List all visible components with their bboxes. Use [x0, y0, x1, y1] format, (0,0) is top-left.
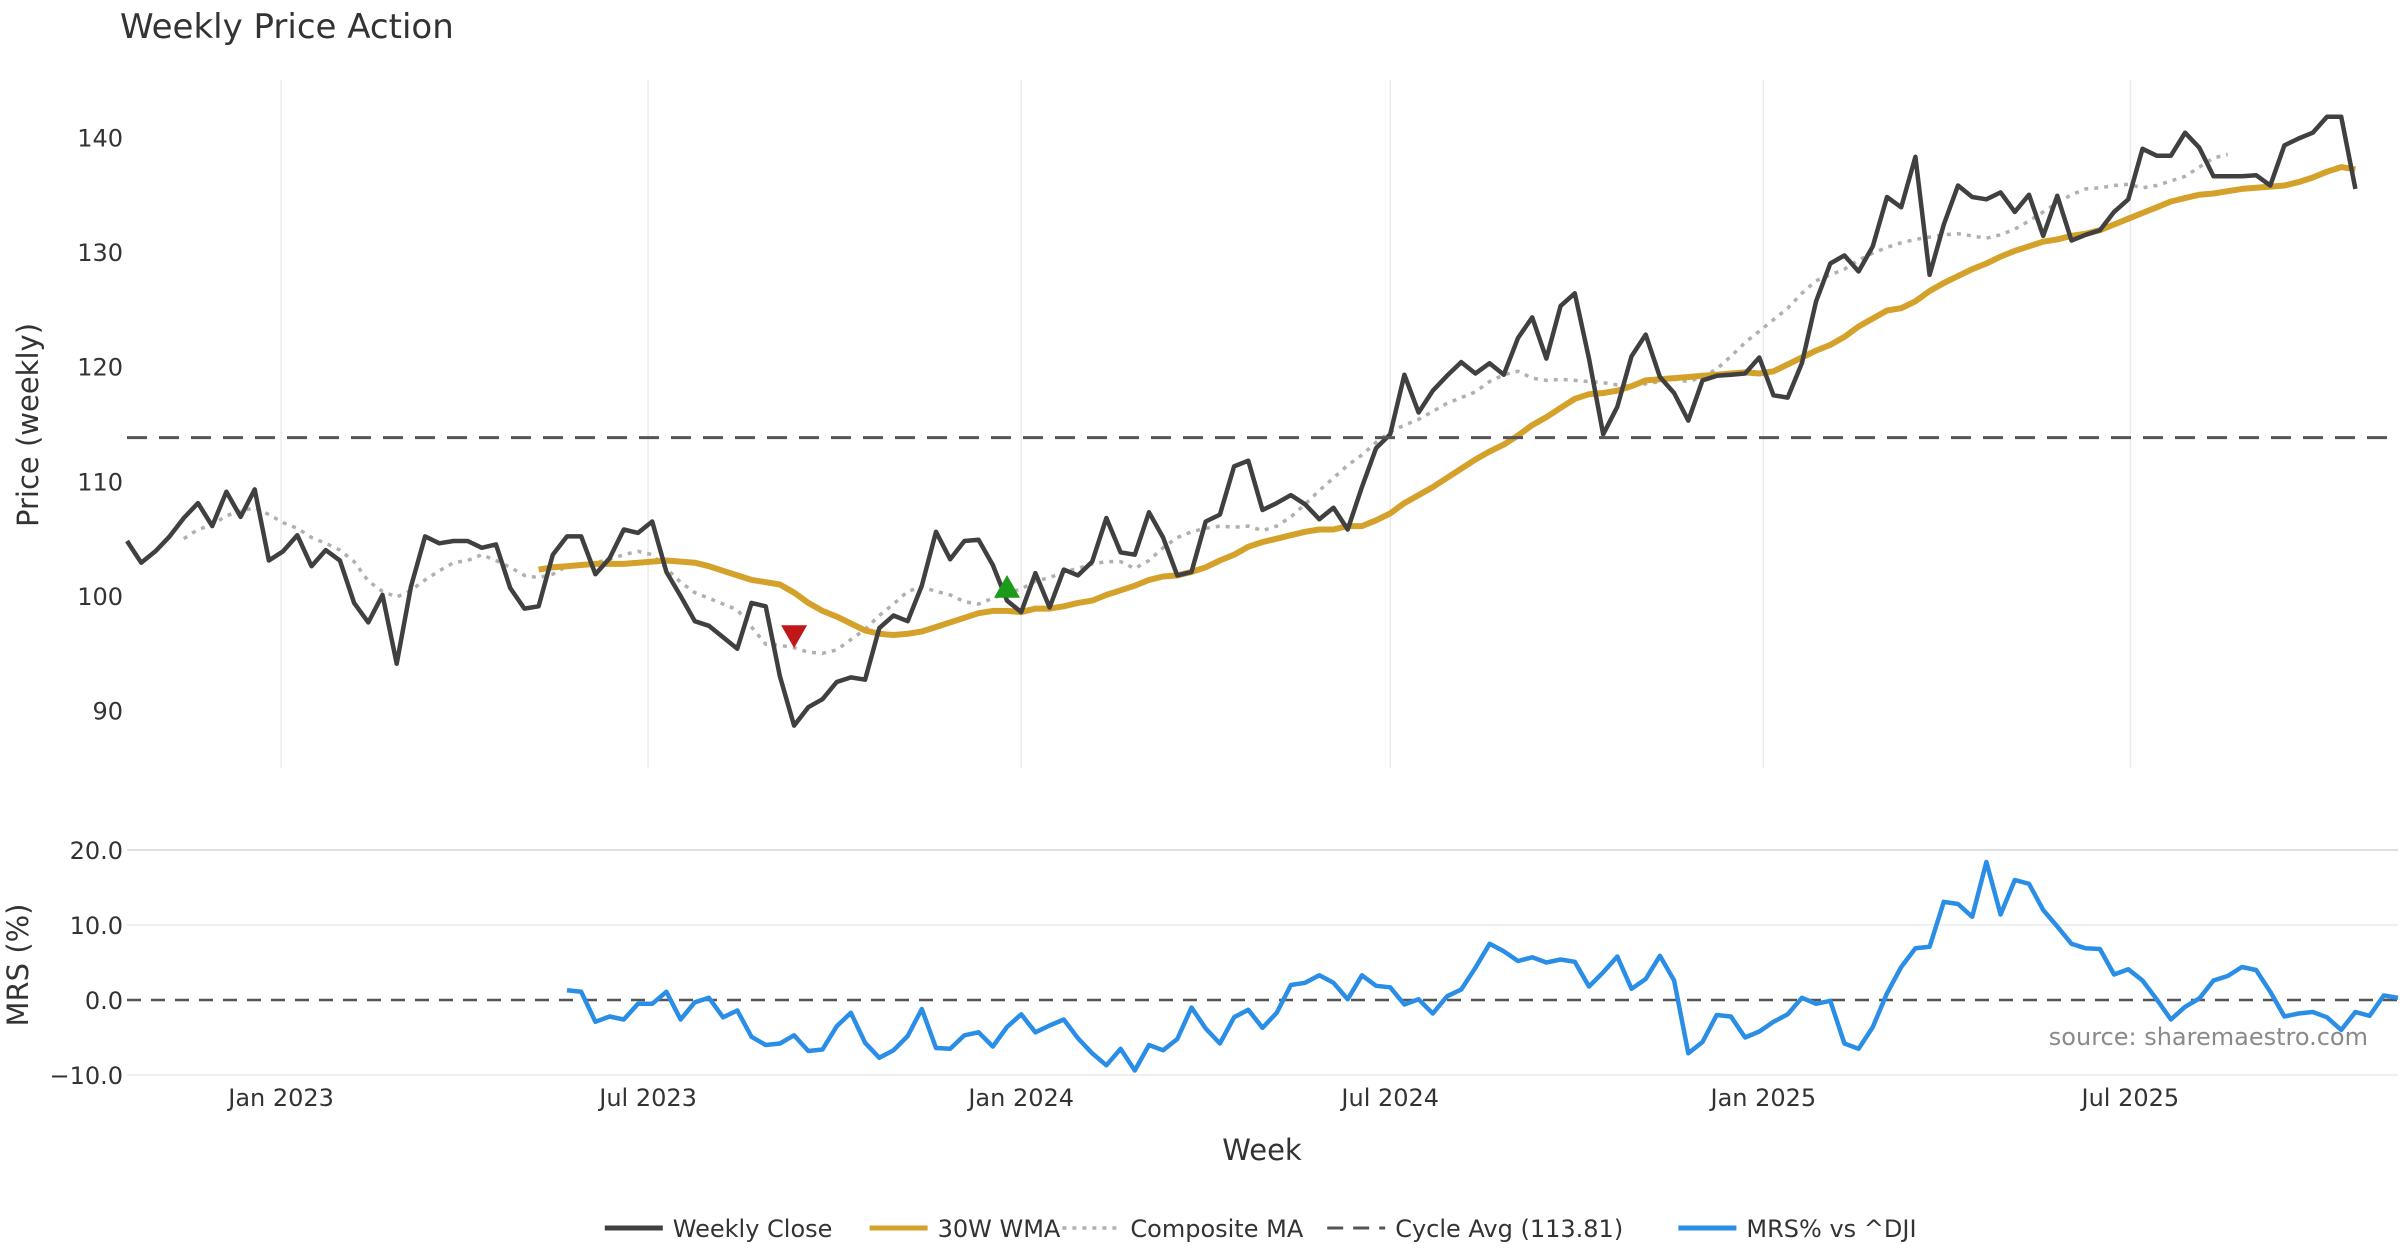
series-composite-ma	[182, 152, 2229, 656]
legend-label: Composite MA	[1130, 1215, 1303, 1243]
series-weekly-close	[125, 114, 2358, 728]
chart-title: Weekly Price Action	[120, 7, 454, 47]
mrs-panel: −10.0 0.0 10.0 20.0 MRS (%) source: sharema…	[1, 837, 2399, 1090]
legend-item-1: 30W WMA	[869, 1215, 1061, 1243]
legend-label: Weekly Close	[673, 1215, 833, 1243]
price-y-tick-130: 130	[77, 239, 123, 267]
series-mrs-vs-dji	[566, 859, 2399, 1073]
signal-markers	[781, 574, 1021, 648]
x-tick-1: Jul 2023	[597, 1084, 697, 1112]
buy-signal-marker	[994, 574, 1021, 598]
x-axis: Jan 2023 Jul 2023 Jan 2024 Jul 2024 Jan 2025…	[226, 1084, 2179, 1112]
price-panel: 90 100 110 120 130 140 Price (weekly)	[11, 80, 2398, 768]
mrs-series	[566, 859, 2399, 1073]
source-note: source: sharemaestro.com	[2049, 1023, 2368, 1051]
sell-signal-marker	[781, 625, 808, 648]
x-axis-label: Week	[1222, 1133, 1302, 1167]
legend-label: Cycle Avg (113.81)	[1395, 1215, 1623, 1243]
series-30w-wma	[538, 164, 2356, 638]
price-y-tick-110: 110	[77, 468, 123, 496]
legend-item-0: Weekly Close	[604, 1215, 833, 1243]
x-tick-0: Jan 2023	[226, 1084, 334, 1112]
price-y-tick-90: 90	[92, 698, 123, 726]
x-tick-2: Jan 2024	[966, 1084, 1074, 1112]
price-grid	[280, 80, 2132, 768]
price-series	[125, 114, 2398, 728]
price-y-tick-120: 120	[77, 354, 123, 382]
legend-item-2: Composite MA	[1062, 1215, 1304, 1243]
mrs-y-tick-2: 10.0	[70, 912, 123, 940]
x-tick-5: Jul 2025	[2080, 1084, 2180, 1112]
legend-item-3: Cycle Avg (113.81)	[1327, 1215, 1623, 1243]
price-y-axis: 90 100 110 120 130 140	[77, 124, 123, 725]
mrs-y-axis: −10.0 0.0 10.0 20.0	[49, 837, 123, 1090]
mrs-y-tick-3: 20.0	[70, 837, 123, 865]
mrs-y-tick-0: −10.0	[49, 1062, 123, 1090]
price-y-tick-100: 100	[77, 583, 123, 611]
legend-label: 30W WMA	[938, 1215, 1061, 1243]
legend-item-4: MRS% vs ^DJI	[1678, 1215, 1917, 1243]
mrs-y-axis-label: MRS (%)	[1, 904, 35, 1027]
x-tick-4: Jan 2025	[1708, 1084, 1816, 1112]
price-y-axis-label: Price (weekly)	[11, 323, 45, 527]
price-y-tick-140: 140	[77, 124, 123, 152]
mrs-y-tick-1: 0.0	[85, 987, 123, 1015]
legend-label: MRS% vs ^DJI	[1746, 1215, 1916, 1243]
x-tick-3: Jul 2024	[1339, 1084, 1439, 1112]
mrs-grid	[127, 849, 2398, 1076]
legend: Weekly Close 30W WMA Composite MA Cycle Avg…	[604, 1215, 1917, 1243]
